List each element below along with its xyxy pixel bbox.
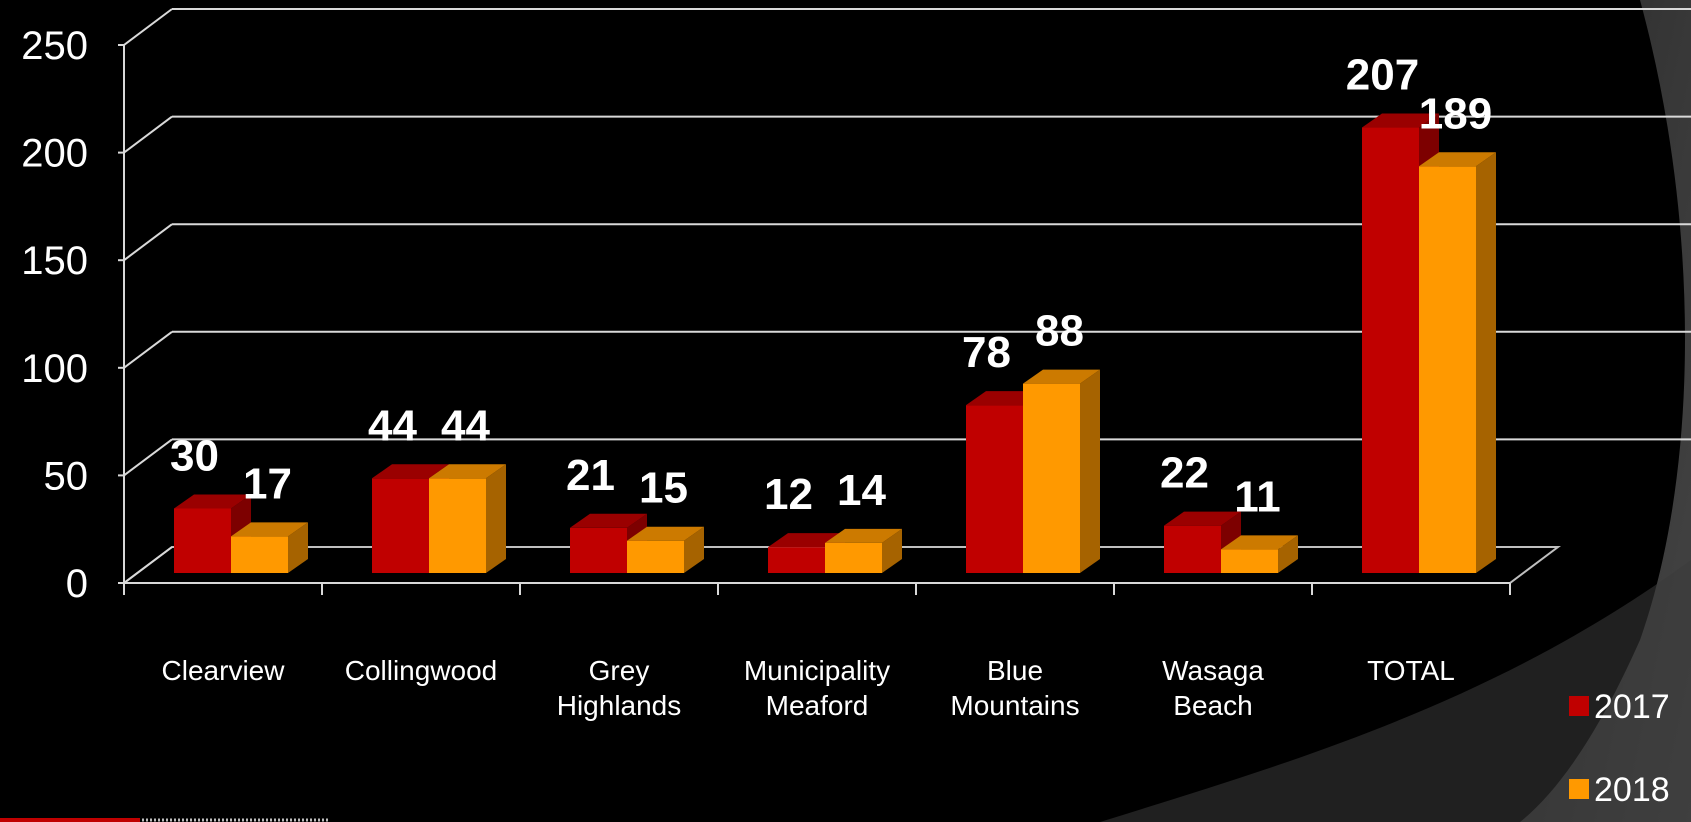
x-tick-label: Clearview bbox=[162, 655, 286, 686]
bar-side-2018 bbox=[684, 526, 704, 573]
legend-swatch-2018 bbox=[1569, 779, 1589, 799]
bar-front-2017 bbox=[174, 508, 231, 573]
bar-side-2018 bbox=[882, 528, 902, 573]
bar-side-2018 bbox=[1080, 369, 1100, 573]
data-label-2017: 44 bbox=[368, 401, 417, 450]
x-tick-label: Blue bbox=[987, 655, 1043, 686]
data-label-2017: 30 bbox=[170, 431, 219, 480]
bar-top-2018 bbox=[1419, 152, 1496, 167]
bar-top-2017 bbox=[1362, 113, 1439, 128]
y-tick-label: 150 bbox=[21, 239, 88, 283]
y-tick-label: 200 bbox=[21, 132, 88, 176]
bar-front-2017 bbox=[966, 405, 1023, 573]
data-label-2017: 78 bbox=[962, 328, 1011, 377]
data-label-2018: 44 bbox=[441, 401, 490, 450]
bottom-accent-bar bbox=[0, 818, 140, 822]
y-tick-label: 50 bbox=[44, 454, 89, 498]
bar-top-2018 bbox=[627, 526, 704, 541]
data-label-2017: 12 bbox=[764, 470, 813, 519]
bar-top-2018 bbox=[1221, 535, 1298, 550]
data-label-2018: 14 bbox=[837, 466, 886, 515]
bar-front-2018 bbox=[231, 536, 288, 573]
bar-front-2018 bbox=[1419, 166, 1476, 573]
bar-top-2018 bbox=[231, 522, 308, 537]
bar-front-2018 bbox=[429, 478, 486, 573]
grid-diagonal bbox=[123, 223, 173, 262]
x-tick-label: Beach bbox=[1173, 690, 1252, 721]
bar-front-2017 bbox=[1362, 127, 1419, 573]
bar-top-2017 bbox=[1164, 511, 1241, 526]
bar-top-2017 bbox=[372, 464, 449, 479]
bar-front-2018 bbox=[627, 540, 684, 573]
bar-top-2017 bbox=[174, 494, 251, 509]
bar-top-2018 bbox=[1023, 369, 1100, 384]
data-label-2018: 189 bbox=[1419, 89, 1492, 138]
bar-front-2018 bbox=[825, 542, 882, 573]
x-tick-label: TOTAL bbox=[1367, 655, 1455, 686]
data-label-2018: 88 bbox=[1035, 307, 1084, 356]
x-tick-label: Mountains bbox=[950, 690, 1079, 721]
bar-top-2018 bbox=[429, 464, 506, 479]
y-tick-label: 250 bbox=[21, 24, 88, 68]
x-tick-label: Wasaga bbox=[1162, 655, 1264, 686]
data-label-2017: 207 bbox=[1346, 51, 1419, 100]
bar-side-2018 bbox=[288, 522, 308, 573]
bar-front-2018 bbox=[1221, 549, 1278, 573]
bar-front-2018 bbox=[1023, 383, 1080, 573]
grid-diagonal bbox=[123, 438, 173, 477]
x-tick-label: Collingwood bbox=[345, 655, 498, 686]
data-label-2018: 15 bbox=[639, 464, 688, 513]
x-tick-label: Meaford bbox=[766, 690, 869, 721]
bar-top-2018 bbox=[825, 528, 902, 543]
x-tick-label: Highlands bbox=[557, 690, 682, 721]
bar-front-2017 bbox=[1164, 525, 1221, 573]
bar-side-2018 bbox=[486, 464, 506, 573]
legend-label-2018: 2018 bbox=[1594, 771, 1670, 809]
y-tick-label: 0 bbox=[66, 562, 88, 606]
bar-top-2017 bbox=[570, 513, 647, 528]
bar-front-2017 bbox=[570, 527, 627, 573]
bar-side-2018 bbox=[1476, 152, 1496, 573]
data-label-2018: 17 bbox=[243, 459, 292, 508]
y-tick-label: 100 bbox=[21, 347, 88, 391]
grid-diagonal bbox=[123, 8, 173, 46]
grid-diagonal bbox=[123, 330, 173, 369]
bar-side-2018 bbox=[1278, 535, 1298, 573]
data-label-2017: 22 bbox=[1160, 449, 1209, 498]
legend-swatch-2017 bbox=[1569, 696, 1589, 716]
x-tick-label: Grey bbox=[589, 655, 650, 686]
data-label-2018: 11 bbox=[1234, 472, 1281, 521]
data-label-2017: 21 bbox=[566, 451, 615, 500]
grid-diagonal bbox=[123, 115, 173, 154]
bar-front-2017 bbox=[372, 478, 429, 573]
legend-label-2017: 2017 bbox=[1594, 688, 1670, 726]
background-swirl-lower bbox=[1100, 560, 1691, 822]
bar-front-2017 bbox=[768, 547, 825, 573]
x-tick-label: Municipality bbox=[744, 655, 890, 686]
grid-diagonal bbox=[123, 546, 173, 584]
